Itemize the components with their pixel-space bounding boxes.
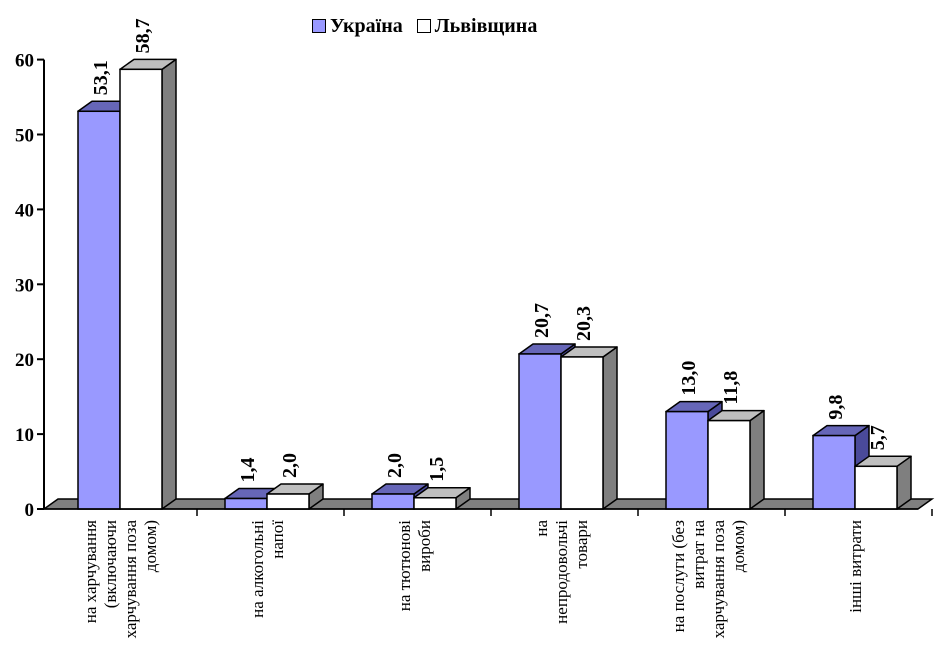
bar-ukraine: [812, 434, 856, 510]
y-tick-label: 20: [15, 350, 34, 371]
legend-label-lviv: Львівщина: [434, 15, 538, 37]
category-label: на алкогольні: [248, 520, 267, 618]
y-tick-label: 60: [15, 51, 34, 72]
y-tick-label: 40: [15, 200, 34, 221]
bar-lviv: [560, 356, 604, 510]
y-tick-label: 30: [15, 275, 34, 296]
bar-side-lviv: [602, 346, 618, 510]
bar-value-label-ukraine: 53,1: [90, 60, 112, 95]
y-tick-label: 50: [15, 126, 34, 147]
bar-value-label-lviv: 2,0: [279, 453, 301, 478]
category-label: харчування поза: [709, 520, 728, 639]
category-label: на послуги (без: [669, 520, 688, 633]
bar-ukraine: [518, 353, 562, 510]
category-label: інші витрати: [846, 520, 865, 613]
bar-lviv: [413, 497, 457, 510]
bar-side-lviv: [161, 58, 177, 510]
legend-label-ukraine: Україна: [330, 15, 403, 37]
bar-ukraine: [77, 110, 121, 510]
category-label: на харчування: [81, 520, 100, 623]
bar-lviv: [266, 493, 310, 510]
legend-swatch-lviv: [416, 19, 431, 33]
bar-value-label-ukraine: 9,8: [825, 395, 847, 420]
y-tick-label: 0: [25, 500, 35, 521]
category-label: на тютюнові: [395, 520, 414, 612]
legend-item-ukraine: Україна: [312, 16, 403, 36]
chart-legend: Україна Львівщина: [312, 16, 537, 36]
bar-lviv: [707, 419, 751, 510]
bar-value-label-lviv: 1,5: [426, 457, 448, 482]
category-label: товари: [572, 520, 591, 569]
bar-value-label-lviv: 11,8: [720, 371, 742, 405]
bar-value-label-lviv: 58,7: [132, 18, 154, 53]
bar-value-label-ukraine: 1,4: [237, 458, 259, 483]
category-label: харчування поза: [121, 520, 140, 639]
legend-swatch-ukraine: [312, 19, 326, 33]
bar-ukraine: [371, 493, 415, 510]
chart-floor: [41, 498, 935, 510]
bar-value-label-ukraine: 13,0: [678, 361, 700, 396]
y-tick-label: 10: [15, 425, 34, 446]
bar-ukraine: [224, 497, 268, 510]
bar-value-label-lviv: 5,7: [867, 425, 889, 450]
bar-ukraine: [665, 410, 709, 510]
category-label: непродовольчі: [552, 520, 571, 624]
category-label: напої: [268, 520, 287, 559]
bar-lviv: [854, 465, 898, 510]
legend-item-lviv: Львівщина: [416, 15, 538, 37]
bar-lviv: [119, 68, 163, 510]
bar-value-label-lviv: 20,3: [573, 306, 595, 341]
category-label: на: [532, 520, 551, 537]
bar-side-lviv: [749, 409, 765, 510]
category-label: (включаючи: [101, 520, 120, 608]
category-label: домом): [729, 520, 748, 572]
category-label: вироби: [415, 520, 434, 572]
bar-value-label-ukraine: 2,0: [384, 453, 406, 478]
bar-value-label-ukraine: 20,7: [531, 303, 553, 338]
category-label: домом): [141, 520, 160, 572]
category-label: витрат на: [689, 520, 708, 589]
